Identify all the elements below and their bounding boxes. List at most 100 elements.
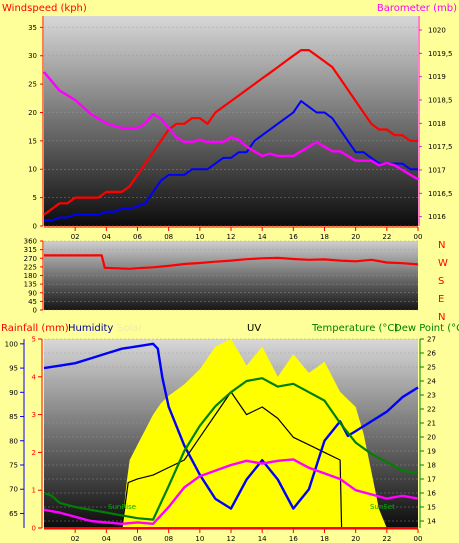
- direction-y-tick-label: 135: [24, 281, 37, 289]
- humidity-y-tick-label: 80: [9, 437, 18, 445]
- wind-direction-line: [44, 254, 419, 270]
- humidity-y-tick-label: 95: [9, 365, 18, 373]
- humidity-line: [43, 342, 419, 510]
- compass-label: S: [438, 276, 444, 287]
- compass-label: N: [438, 312, 445, 323]
- sunset-label: SunSet: [370, 503, 395, 511]
- compass-label: E: [438, 294, 444, 305]
- direction-y-tick-label: 225: [24, 263, 37, 271]
- humidity-y-tick-label: 70: [9, 486, 18, 494]
- x-tick-label: 02: [71, 233, 80, 241]
- x-tick-label: 16: [289, 233, 298, 241]
- direction-plot-area: [44, 241, 418, 310]
- temperature-y-tick-label: 20: [427, 434, 436, 442]
- rainfall-axis-title: Rainfall (mm): [1, 323, 69, 334]
- average-wind-line: [44, 100, 418, 222]
- compass-label: W: [438, 258, 448, 269]
- dewpoint-axis-title: Dew Point (°C: [394, 323, 459, 334]
- x-tick-label: 12: [227, 233, 236, 241]
- direction-y-tick-label: 90: [28, 289, 37, 297]
- sunrise-label: SunRise: [108, 503, 136, 511]
- solar-legend: Solar: [117, 323, 143, 334]
- temperature-y-tick-label: 26: [427, 350, 436, 358]
- rain-y-tick-label: 3: [32, 411, 36, 419]
- wind-y-tick-label: 5: [33, 194, 37, 202]
- direction-y-tick-label: 180: [24, 272, 37, 280]
- humidity-y-tick-label: 85: [9, 413, 18, 421]
- pressure-y-tick-label: 1018,5: [428, 97, 453, 105]
- pressure-y-tick-label: 1017: [428, 167, 446, 175]
- x-tick-label: 20: [351, 233, 360, 241]
- rain-y-tick-label: 0: [32, 525, 36, 533]
- pressure-y-tick-label: 1019,5: [428, 50, 453, 58]
- x-tick-label: 02: [71, 535, 80, 543]
- pressure-y-tick-label: 1018: [428, 120, 446, 128]
- humidity-y-tick-label: 75: [9, 462, 18, 470]
- barometer-axis-title: Barometer (mb): [377, 3, 457, 14]
- x-tick-label: 06: [133, 535, 142, 543]
- temperature-y-tick-label: 25: [427, 364, 436, 372]
- temperature-axis-title: Temperature (°C): [311, 323, 398, 334]
- rain-y-tick-label: 2: [32, 449, 36, 457]
- x-tick-label: 22: [382, 535, 391, 543]
- x-tick-label: 10: [195, 535, 204, 543]
- humidity-y-tick-label: 100: [5, 340, 18, 348]
- uv-line: [44, 391, 418, 529]
- temperature-y-tick-label: 23: [427, 392, 436, 400]
- compass-label: N: [438, 240, 445, 251]
- direction-y-tick-label: 0: [33, 307, 37, 315]
- wind-y-tick-label: 10: [28, 166, 37, 174]
- pressure-line: [43, 71, 419, 181]
- temperature-y-tick-label: 14: [427, 518, 436, 526]
- temperature-y-tick-label: 22: [427, 406, 436, 414]
- x-tick-label: 14: [258, 535, 267, 543]
- dewpoint-line: [43, 458, 419, 525]
- x-tick-label: 06: [133, 233, 142, 241]
- compass-labels: N W S E N: [438, 240, 448, 323]
- temperature-y-tick-label: 15: [427, 504, 436, 512]
- x-tick-label: 08: [164, 233, 173, 241]
- rain-y-tick-label: 1: [32, 487, 36, 495]
- gust-line: [43, 48, 418, 216]
- x-tick-label: 18: [320, 535, 329, 543]
- direction-y-tick-label: 270: [24, 255, 37, 263]
- wind-y-tick-label: 0: [33, 223, 37, 231]
- temperature-y-tick-label: 17: [427, 476, 436, 484]
- rain-y-tick-label: 5: [32, 336, 36, 344]
- x-tick-label: 00: [414, 233, 423, 241]
- humidity-y-tick-label: 90: [9, 389, 18, 397]
- pressure-y-tick-label: 1020: [428, 27, 446, 35]
- x-tick-label: 04: [102, 535, 111, 543]
- wind-y-tick-label: 25: [28, 81, 37, 89]
- x-tick-label: 20: [351, 535, 360, 543]
- uv-legend: UV: [247, 323, 261, 334]
- humidity-legend: Humidity: [68, 323, 113, 334]
- wind-y-tick-label: 30: [28, 52, 37, 60]
- solar-area: [44, 339, 418, 528]
- pressure-y-tick-label: 1017,5: [428, 143, 453, 151]
- temperature-y-tick-label: 19: [427, 448, 436, 456]
- humidity-y-tick-label: 65: [9, 510, 18, 518]
- pressure-y-tick-label: 1016: [428, 213, 446, 221]
- x-tick-label: 08: [164, 535, 173, 543]
- x-tick-label: 22: [382, 233, 391, 241]
- temperature-line: [43, 377, 419, 521]
- direction-y-tick-label: 315: [24, 246, 37, 254]
- x-tick-label: 12: [227, 535, 236, 543]
- wind-y-tick-label: 35: [28, 24, 37, 32]
- temperature-y-tick-label: 16: [427, 490, 436, 498]
- x-tick-label: 10: [195, 233, 204, 241]
- wind-y-tick-label: 15: [28, 137, 37, 145]
- temperature-y-tick-label: 18: [427, 462, 436, 470]
- direction-y-tick-label: 360: [24, 238, 37, 246]
- x-tick-label: 00: [414, 535, 423, 543]
- pressure-y-tick-label: 1019: [428, 73, 446, 81]
- windspeed-axis-title: Windspeed (kph): [2, 3, 87, 14]
- wind-y-tick-label: 20: [28, 109, 37, 117]
- x-tick-label: 16: [289, 535, 298, 543]
- pressure-y-tick-label: 1016,5: [428, 190, 453, 198]
